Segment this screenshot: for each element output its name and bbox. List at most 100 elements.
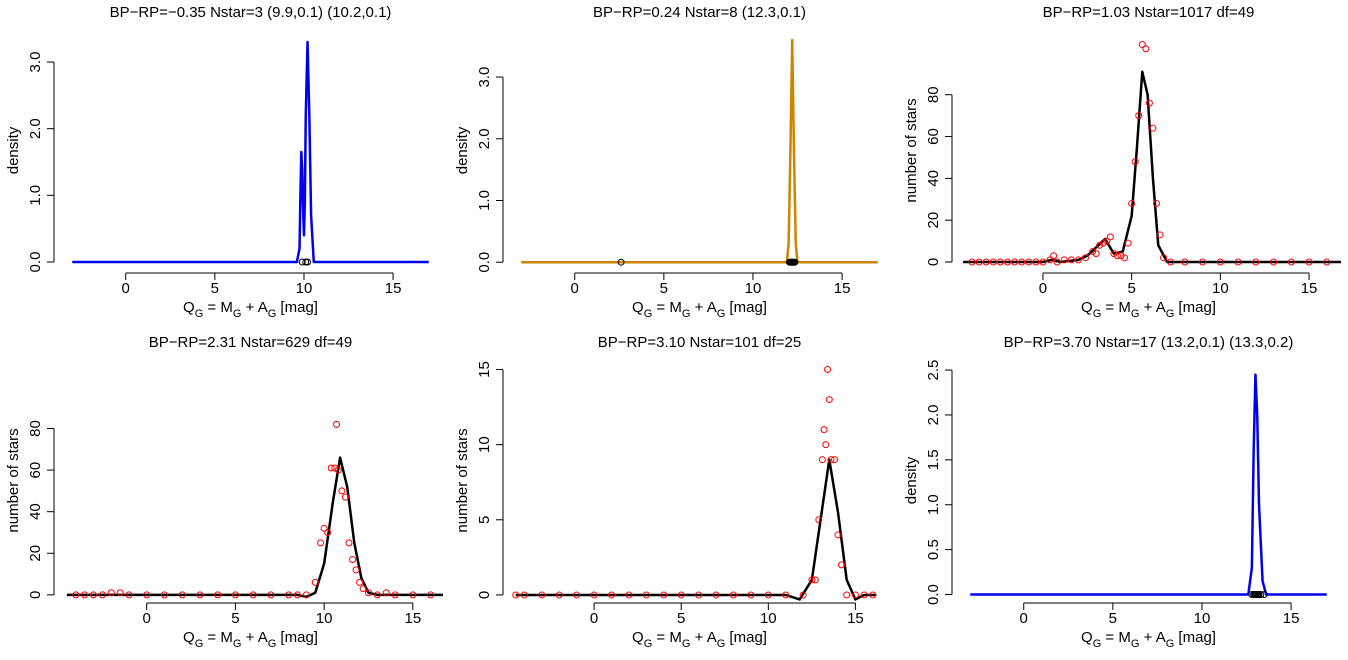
star-point [320, 524, 328, 532]
star-point [1128, 199, 1136, 207]
star-point [89, 591, 97, 599]
star-point [249, 591, 257, 599]
y-tick-label: 1.0 [925, 494, 942, 515]
star-point [811, 576, 819, 584]
star-point [555, 591, 563, 599]
x-label-sub: G [195, 308, 204, 320]
star-point [1082, 254, 1090, 262]
y-axis-label: density [5, 126, 22, 174]
x-label-sub: G [1093, 638, 1102, 650]
star-point [1142, 45, 1150, 53]
star-point [324, 528, 332, 536]
star-point [160, 591, 168, 599]
x-tick-label: 10 [296, 280, 313, 297]
star-point [860, 591, 868, 599]
star-point [695, 591, 703, 599]
x-label-part: + A [690, 629, 716, 646]
star-point [327, 464, 335, 472]
star-point [1074, 256, 1082, 264]
star-point [382, 589, 390, 597]
star-point [364, 589, 372, 597]
star-point [231, 591, 239, 599]
density-curve [521, 38, 878, 264]
x-tick-label: 10 [316, 610, 333, 627]
x-axis-label: QG = MG + AG [mag] [1081, 629, 1216, 650]
star-point [125, 591, 133, 599]
x-tick-label: 5 [677, 610, 685, 627]
x-label-part: [mag] [276, 629, 318, 646]
star-point [1110, 250, 1118, 258]
x-label-part: = M [1101, 629, 1131, 646]
y-tick-label: 0.0 [925, 584, 942, 605]
x-tick-label: 10 [1194, 610, 1211, 627]
star-point [1323, 258, 1331, 266]
star-point [989, 258, 997, 266]
x-tick-label: 15 [1301, 280, 1318, 297]
x-label-part: + A [241, 299, 267, 316]
y-tick-label: 0.0 [27, 252, 44, 273]
star-point [869, 591, 877, 599]
star-point [214, 591, 222, 599]
star-point [359, 585, 367, 593]
star-point [294, 591, 302, 599]
x-label-sub: G [1093, 308, 1102, 320]
y-tick-label: 0.5 [925, 539, 942, 560]
star-point [349, 556, 357, 563]
star-point [72, 591, 80, 599]
star-point [1003, 258, 1011, 266]
x-label-part: [mag] [276, 299, 318, 316]
y-tick-label: 2.0 [27, 118, 44, 139]
y-tick-label: 15 [476, 361, 493, 378]
y-tick-label: 40 [27, 503, 44, 520]
x-label-part: = M [1101, 299, 1131, 316]
star-point [825, 396, 833, 404]
x-label-part: [mag] [725, 299, 767, 316]
x-label-part: Q [632, 629, 644, 646]
density-curve [72, 40, 429, 264]
star-point [1092, 250, 1100, 258]
x-label-sub: G [1131, 638, 1140, 650]
star-point [815, 516, 823, 524]
star-point [1025, 258, 1033, 266]
star-point [843, 591, 851, 599]
x-label-part: + A [241, 629, 267, 646]
x-label-part: Q [183, 299, 195, 316]
x-label-part: = M [203, 629, 233, 646]
star-point [1121, 254, 1129, 262]
y-tick-label: 60 [925, 128, 942, 145]
x-tick-label: 15 [1283, 610, 1300, 627]
star-point [764, 591, 772, 599]
star-point [791, 258, 799, 266]
star-point [302, 591, 310, 599]
x-label-sub: G [1131, 308, 1140, 320]
x-label-part: + A [1139, 629, 1165, 646]
star-point [1270, 258, 1278, 266]
star-point [1032, 258, 1040, 266]
star-point [1089, 248, 1097, 256]
star-point [747, 591, 755, 599]
x-tick-label: 10 [1212, 280, 1229, 297]
y-axis-label: number of stars [454, 428, 471, 532]
star-point [178, 591, 186, 599]
x-label-sub: G [233, 638, 242, 650]
star-point [1046, 256, 1054, 264]
star-point [712, 591, 720, 599]
star-point [1199, 258, 1207, 266]
star-point [1138, 41, 1146, 49]
x-tick-label: 0 [122, 280, 130, 297]
y-tick-label: 3.0 [27, 52, 44, 73]
star-point [617, 258, 625, 266]
star-point [625, 591, 633, 599]
y-tick-label: 20 [27, 545, 44, 562]
y-tick-label: 40 [925, 170, 942, 187]
x-label-sub: G [268, 308, 277, 320]
star-point [512, 591, 520, 599]
star-point [660, 591, 668, 599]
panel-title: BP−RP=3.10 Nstar=101 df=25 [598, 334, 801, 351]
star-point [267, 591, 275, 599]
star-point [1103, 237, 1111, 245]
star-point [982, 258, 990, 266]
star-point [373, 591, 381, 599]
star-point [1113, 252, 1121, 260]
